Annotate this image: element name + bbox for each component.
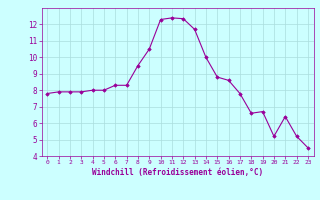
X-axis label: Windchill (Refroidissement éolien,°C): Windchill (Refroidissement éolien,°C) — [92, 168, 263, 177]
